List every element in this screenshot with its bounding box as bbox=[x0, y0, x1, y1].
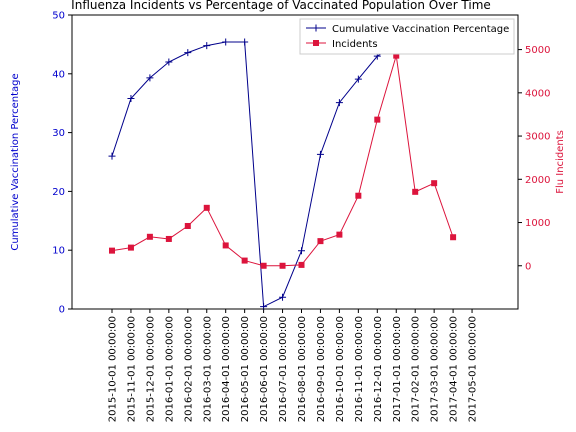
x-tick-label: 2017-05-01 00:00:00 bbox=[468, 316, 479, 422]
left-tick-label: 30 bbox=[52, 128, 65, 139]
right-tick-label: 5000 bbox=[525, 45, 550, 56]
plot-frame bbox=[71, 14, 519, 310]
right-tick-label: 0 bbox=[525, 261, 531, 272]
incidents-point bbox=[165, 235, 172, 242]
incidents-point bbox=[260, 262, 267, 269]
x-tick-label: 2017-03-01 00:00:00 bbox=[430, 316, 441, 422]
x-tick-label: 2017-02-01 00:00:00 bbox=[411, 316, 422, 422]
incidents-point bbox=[355, 192, 362, 199]
x-tick-label: 2016-01-01 00:00:00 bbox=[164, 316, 175, 422]
incidents-point bbox=[127, 244, 134, 251]
left-tick-label: 40 bbox=[52, 69, 65, 80]
incidents-point bbox=[450, 234, 457, 241]
incidents-point bbox=[393, 52, 400, 59]
vaccination-point bbox=[354, 75, 362, 83]
x-tick-label: 2016-08-01 00:00:00 bbox=[297, 316, 308, 422]
incidents-point bbox=[412, 188, 419, 195]
vaccination-point bbox=[184, 49, 192, 57]
vaccination-point bbox=[165, 58, 173, 66]
incidents-point bbox=[431, 180, 438, 187]
incidents-point bbox=[146, 233, 153, 240]
left-tick-label: 20 bbox=[52, 187, 65, 198]
incidents-point bbox=[222, 242, 229, 249]
legend-box bbox=[299, 18, 515, 55]
chart-title: Influenza Incidents vs Percentage of Vac… bbox=[71, 0, 491, 12]
x-tick-label: 2016-11-01 00:00:00 bbox=[354, 316, 365, 422]
incidents-point bbox=[203, 204, 210, 211]
incidents-point bbox=[184, 222, 191, 229]
x-tick-label: 2016-10-01 00:00:00 bbox=[335, 316, 346, 422]
legend-marker-incidents bbox=[313, 40, 319, 46]
vaccination-point bbox=[298, 247, 305, 255]
series-line-incidents bbox=[111, 55, 454, 267]
incidents-point bbox=[109, 247, 115, 254]
x-tick-label: 2017-04-01 00:00:00 bbox=[449, 316, 460, 422]
left-tick-label: 0 bbox=[59, 305, 65, 316]
x-tick-label: 2016-09-01 00:00:00 bbox=[316, 316, 327, 422]
left-axis-label: Cumulative Vaccination Percentage bbox=[10, 73, 21, 250]
x-tick-label: 2015-10-01 00:00:00 bbox=[108, 316, 119, 422]
incidents-point bbox=[279, 262, 286, 269]
right-tick-label: 3000 bbox=[525, 132, 550, 143]
x-tick-label: 2016-12-01 00:00:00 bbox=[373, 316, 384, 422]
vaccination-point bbox=[108, 152, 116, 160]
left-tick-label: 10 bbox=[52, 246, 65, 257]
legend: Cumulative Vaccination Percentage Incide… bbox=[299, 18, 515, 55]
vaccination-point bbox=[127, 94, 135, 102]
legend-label-incidents: Incidents bbox=[332, 39, 378, 50]
vaccination-point bbox=[222, 38, 230, 46]
incidents-point bbox=[336, 231, 343, 238]
x-tick-label: 2016-06-01 00:00:00 bbox=[259, 316, 270, 422]
x-tick-label: 2016-07-01 00:00:00 bbox=[278, 316, 289, 422]
vaccination-point bbox=[279, 293, 287, 301]
x-tick-label: 2016-05-01 00:00:00 bbox=[240, 316, 251, 422]
right-axis-label: Flu Incidents bbox=[555, 130, 566, 194]
vaccination-point bbox=[146, 74, 154, 82]
right-tick-label: 2000 bbox=[525, 175, 550, 186]
x-tick-label: 2016-04-01 00:00:00 bbox=[221, 316, 232, 422]
x-tick-label: 2016-03-01 00:00:00 bbox=[202, 316, 213, 422]
left-tick-label: 50 bbox=[52, 11, 65, 22]
incidents-point bbox=[374, 116, 381, 123]
legend-marker-vaccination bbox=[312, 24, 320, 32]
incidents-point bbox=[241, 257, 248, 264]
vaccination-point bbox=[241, 38, 249, 46]
vaccination-point bbox=[335, 99, 343, 107]
vaccination-point bbox=[203, 42, 211, 50]
incidents-point bbox=[298, 261, 305, 268]
x-tick-label: 2017-01-01 00:00:00 bbox=[392, 316, 403, 422]
legend-label-vaccination: Cumulative Vaccination Percentage bbox=[332, 24, 509, 35]
vaccination-point bbox=[316, 150, 324, 158]
right-tick-label: 1000 bbox=[525, 218, 550, 229]
incidents-point bbox=[317, 238, 324, 245]
right-tick-label: 4000 bbox=[525, 88, 550, 99]
x-tick-label: 2015-12-01 00:00:00 bbox=[145, 316, 156, 422]
x-tick-label: 2016-02-01 00:00:00 bbox=[183, 316, 194, 422]
x-tick-label: 2015-11-01 00:00:00 bbox=[126, 316, 137, 422]
